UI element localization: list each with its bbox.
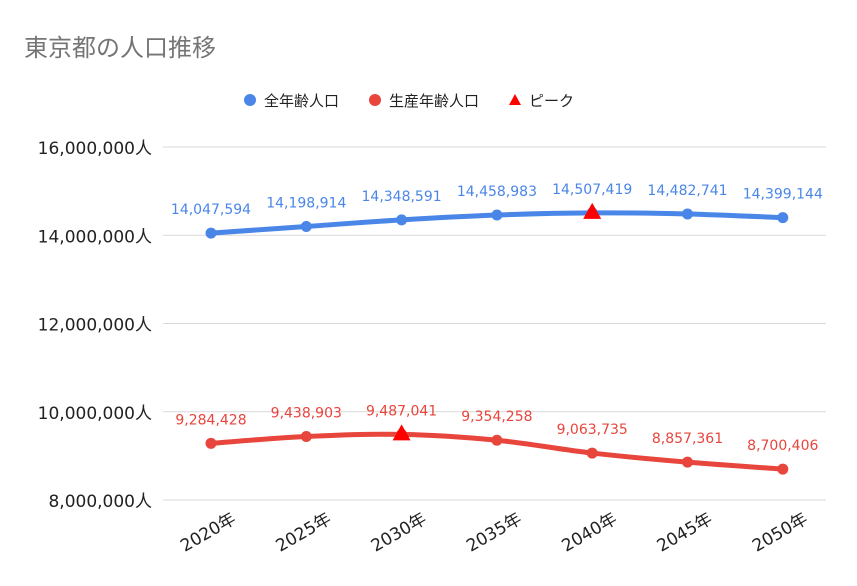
legend-marker-2 — [369, 94, 381, 106]
data-point — [300, 431, 312, 443]
data-point — [396, 214, 408, 226]
legend-marker-1 — [244, 94, 256, 106]
data-label: 9,284,428 — [175, 412, 246, 428]
data-label: 9,438,903 — [271, 406, 342, 422]
data-label: 9,354,258 — [461, 409, 532, 425]
y-tick-label: 12,000,000人 — [38, 316, 152, 336]
data-label: 9,487,041 — [366, 403, 437, 419]
x-tick-label: 2020年 — [177, 509, 239, 556]
data-label: 14,047,594 — [171, 202, 251, 218]
x-axis: 2020年 2025年 2030年 2035年 2040年 2045年 2050年 — [177, 509, 811, 556]
data-label: 8,700,406 — [747, 438, 818, 454]
legend-label-2: 生産年齢人口 — [389, 92, 479, 110]
data-point — [777, 212, 789, 224]
data-label: 14,482,741 — [647, 183, 727, 199]
data-point — [777, 463, 789, 475]
y-tick-label: 14,000,000人 — [38, 227, 152, 247]
data-label: 14,507,419 — [552, 182, 632, 198]
x-tick-label: 2040年 — [559, 509, 621, 556]
data-point — [586, 447, 598, 459]
data-point — [205, 227, 217, 239]
y-axis: 8,000,000人 10,000,000人 12,000,000人 14,000,0… — [38, 139, 152, 512]
peak-markers — [392, 202, 602, 441]
data-point — [205, 437, 217, 449]
legend-label-peak: ピーク — [529, 92, 574, 110]
data-label: 14,348,591 — [362, 189, 442, 205]
data-point — [300, 220, 312, 232]
x-tick-label: 2030年 — [368, 509, 430, 556]
data-point — [491, 209, 503, 221]
data-labels: 14,047,594 14,198,914 14,348,591 14,458,983… — [171, 182, 823, 454]
data-label: 14,198,914 — [266, 195, 346, 211]
legend-marker-peak — [509, 94, 521, 105]
x-tick-label: 2045年 — [654, 509, 716, 556]
legend-label-1: 全年齢人口 — [264, 92, 339, 110]
y-tick-label: 10,000,000人 — [38, 404, 152, 424]
x-tick-label: 2050年 — [749, 509, 811, 556]
data-label: 8,857,361 — [652, 431, 723, 447]
data-point — [682, 208, 693, 220]
x-tick-label: 2025年 — [273, 509, 335, 556]
y-tick-label: 8,000,000人 — [48, 492, 152, 512]
data-label: 9,063,735 — [557, 422, 628, 438]
data-point — [682, 456, 693, 468]
data-label: 14,399,144 — [743, 187, 823, 203]
peak-marker — [392, 424, 411, 441]
data-point — [491, 434, 503, 446]
x-tick-label: 2035年 — [463, 509, 525, 556]
data-label: 14,458,983 — [457, 184, 537, 200]
grid — [163, 146, 826, 501]
chart-title: 東京都の人口推移 — [24, 34, 216, 62]
y-tick-label: 16,000,000人 — [38, 139, 152, 159]
peak-marker — [583, 202, 602, 219]
legend: 全年齢人口 生産年齢人口 ピーク — [244, 92, 574, 110]
